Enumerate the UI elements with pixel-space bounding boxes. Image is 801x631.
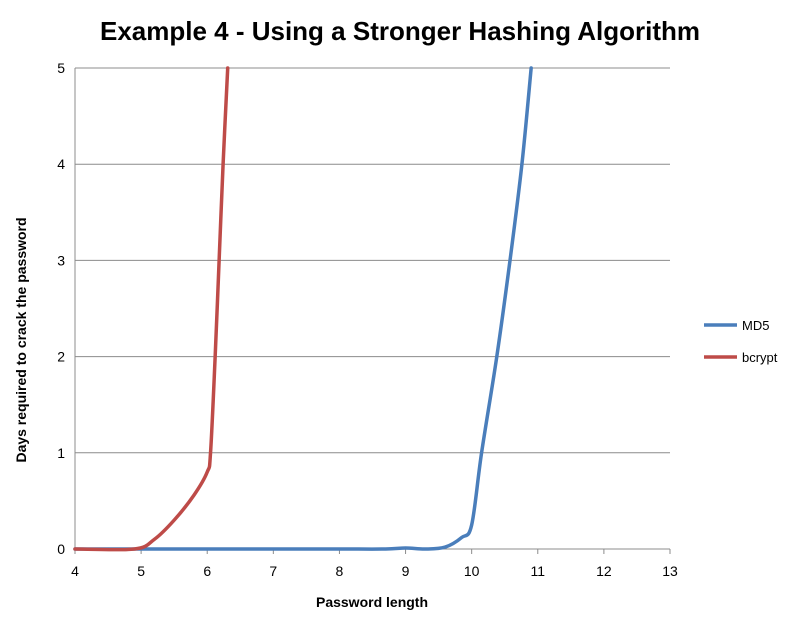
legend-label-md5: MD5 xyxy=(742,318,769,333)
x-tick-label: 13 xyxy=(662,563,678,579)
x-tick-label: 6 xyxy=(203,563,211,579)
legend: MD5 bcrypt xyxy=(704,318,778,365)
x-tick-label: 9 xyxy=(402,563,410,579)
chart-title: Example 4 - Using a Stronger Hashing Alg… xyxy=(100,16,700,46)
axes xyxy=(74,68,671,554)
y-tick-labels: 0 1 2 3 4 5 xyxy=(57,60,65,557)
x-tick-labels: 4 5 6 7 8 9 10 11 12 13 xyxy=(71,563,678,579)
y-tick-label: 3 xyxy=(57,252,65,268)
y-tick-label: 4 xyxy=(57,156,65,172)
legend-label-bcrypt: bcrypt xyxy=(742,350,778,365)
x-tick-label: 8 xyxy=(336,563,344,579)
series-line-md5 xyxy=(73,66,533,551)
y-tick-label: 5 xyxy=(57,60,65,76)
y-tick-label: 2 xyxy=(57,349,65,365)
y-axis-label: Days required to crack the password xyxy=(13,217,29,462)
x-tick-label: 12 xyxy=(596,563,612,579)
x-axis-label: Password length xyxy=(316,594,428,610)
x-tick-label: 10 xyxy=(464,563,480,579)
gridlines xyxy=(75,67,670,454)
x-tick-label: 4 xyxy=(71,563,79,579)
x-tick-label: 5 xyxy=(137,563,145,579)
y-tick-label: 1 xyxy=(57,445,65,461)
x-tick-label: 11 xyxy=(531,563,546,579)
series-lines xyxy=(73,66,533,552)
x-tick-label: 7 xyxy=(269,563,277,579)
y-tick-label: 0 xyxy=(57,541,65,557)
series-line-bcrypt xyxy=(73,66,230,552)
